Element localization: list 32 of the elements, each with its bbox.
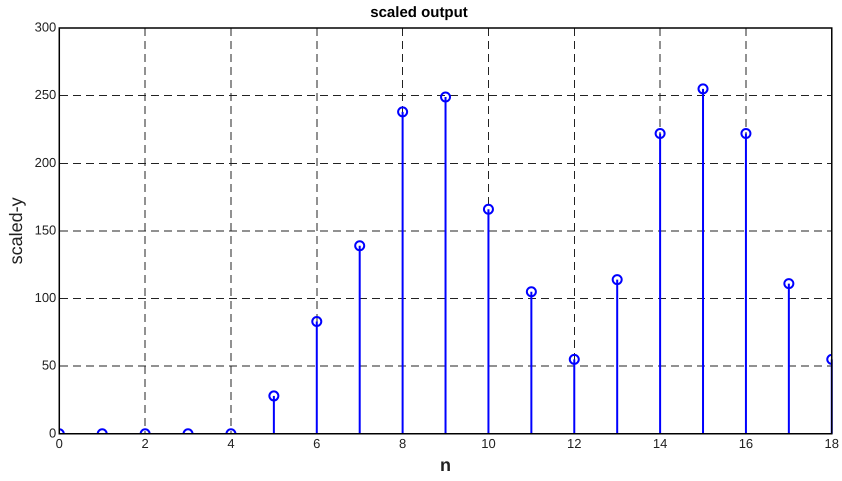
x-tick-label: 8 [398, 436, 406, 452]
point [654, 128, 666, 140]
x-tick-label: 18 [824, 436, 840, 452]
y-tick-label: 50 [42, 358, 56, 373]
y-tick-label: 200 [34, 154, 56, 170]
y-tick-label: 300 [34, 20, 56, 35]
point [440, 91, 452, 102]
point [354, 240, 366, 252]
y-tick-label: 0 [49, 425, 56, 440]
x-tick-label: 2 [142, 436, 149, 452]
x-tick-label: 10 [481, 436, 496, 452]
chart-title: scaled output [370, 4, 468, 22]
x-axis-title: n [440, 455, 452, 476]
point [612, 274, 623, 286]
x-tick-label: 6 [313, 436, 320, 452]
point [268, 390, 280, 402]
point [783, 278, 794, 290]
y-tick-label: 250 [34, 87, 56, 102]
x-tick-label: 16 [738, 436, 754, 452]
point [311, 316, 322, 328]
y-tick-label: 150 [34, 222, 56, 238]
point [526, 286, 537, 298]
point [397, 106, 408, 118]
y-axis-title: scaled-y [6, 197, 26, 264]
x-tick-label: 4 [227, 436, 235, 452]
point [568, 354, 580, 365]
x-tick-label: 14 [652, 436, 668, 452]
point [740, 128, 752, 140]
point [698, 83, 709, 94]
point [482, 204, 494, 215]
x-tick-label: 12 [567, 436, 582, 452]
y-tick-label: 100 [34, 290, 56, 306]
